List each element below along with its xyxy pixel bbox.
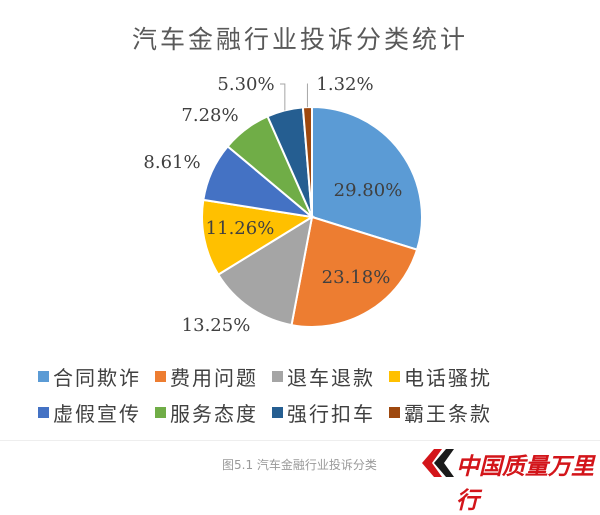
legend-swatch-icon xyxy=(38,407,49,418)
data-label: 5.30% xyxy=(217,74,274,95)
brand-name: 中国质量万里行 xyxy=(456,447,600,515)
legend-label: 电话骚扰 xyxy=(404,362,492,391)
legend-item: 退车退款 xyxy=(272,362,375,391)
legend-swatch-icon xyxy=(38,371,49,382)
legend-swatch-icon xyxy=(272,371,283,382)
legend-label: 退车退款 xyxy=(287,362,375,391)
brand-logo-icon xyxy=(418,445,458,481)
legend-item: 合同欺诈 xyxy=(38,362,141,391)
figure-caption: 图5.1 汽车金融行业投诉分类 xyxy=(222,456,377,473)
legend-item: 费用问题 xyxy=(155,362,258,391)
data-label: 8.61% xyxy=(143,152,200,173)
legend-label: 霸王条款 xyxy=(404,398,492,427)
legend-row-1: 合同欺诈 费用问题 退车退款 电话骚扰 xyxy=(38,358,578,394)
data-label: 7.28% xyxy=(181,105,238,126)
legend-label: 虚假宣传 xyxy=(53,398,141,427)
legend-label: 强行扣车 xyxy=(287,398,375,427)
legend-item: 服务态度 xyxy=(155,398,258,427)
legend-swatch-icon xyxy=(389,407,400,418)
legend-label: 合同欺诈 xyxy=(53,362,141,391)
data-label: 11.26% xyxy=(206,218,275,239)
legend-swatch-icon xyxy=(272,407,283,418)
data-label: 13.25% xyxy=(182,315,251,336)
legend-swatch-icon xyxy=(389,371,400,382)
pie-plot: 29.80% 23.18% 13.25% 11.26% 8.61% 7.28% 5.30% 1… xyxy=(0,0,600,360)
legend-label: 服务态度 xyxy=(170,398,258,427)
legend-label: 费用问题 xyxy=(170,362,258,391)
legend: 合同欺诈 费用问题 退车退款 电话骚扰 虚假宣传 服务态度 强行扣车 霸王条款 xyxy=(38,358,578,430)
data-label: 23.18% xyxy=(322,267,391,288)
data-label: 29.80% xyxy=(334,180,403,201)
legend-item: 强行扣车 xyxy=(272,398,375,427)
leader-line xyxy=(280,84,285,110)
pie-chart: 汽车金融行业投诉分类统计 29.80%23.18%13.25%11.26%8.6… xyxy=(0,0,600,440)
legend-item: 虚假宣传 xyxy=(38,398,141,427)
legend-item: 霸王条款 xyxy=(389,398,492,427)
legend-item: 电话骚扰 xyxy=(389,362,492,391)
caption-bar: 图5.1 汽车金融行业投诉分类 中国质量万里行 xyxy=(0,440,600,491)
data-label: 1.32% xyxy=(316,74,373,95)
legend-swatch-icon xyxy=(155,407,166,418)
legend-row-2: 虚假宣传 服务态度 强行扣车 霸王条款 xyxy=(38,394,578,430)
legend-swatch-icon xyxy=(155,371,166,382)
